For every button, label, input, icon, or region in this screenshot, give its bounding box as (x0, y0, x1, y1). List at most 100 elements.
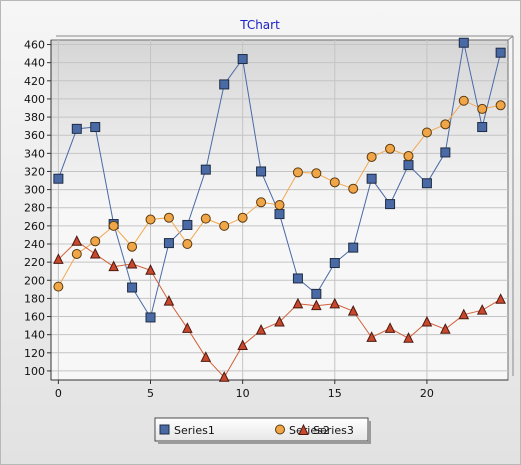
data-point-series2 (71, 248, 82, 259)
data-point-series1 (477, 122, 488, 133)
data-point-series2 (145, 214, 156, 225)
data-point-series3 (145, 264, 156, 275)
data-point-series2 (90, 236, 101, 247)
data-point-series1 (163, 238, 174, 249)
legend-series3-marker (298, 423, 309, 435)
data-point-series1 (182, 219, 193, 230)
series-series2 (53, 95, 506, 292)
data-point-series2 (421, 127, 432, 138)
y-tick-label: 360 (24, 129, 45, 142)
data-point-series3 (329, 297, 341, 309)
y-tick-label: 260 (24, 220, 45, 233)
data-point-series2 (219, 220, 230, 231)
data-point-series1 (329, 258, 340, 269)
y-tick-label: 180 (24, 292, 45, 305)
data-point-series2 (366, 151, 377, 162)
data-point-series2 (385, 143, 396, 154)
data-point-series1 (274, 209, 285, 220)
data-point-series1 (292, 273, 303, 284)
data-point-series2 (329, 177, 340, 188)
data-point-series2 (403, 151, 414, 162)
data-point-series1 (440, 147, 451, 158)
data-point-series3 (366, 331, 377, 342)
series-series1 (53, 37, 506, 323)
data-point-series2 (108, 220, 119, 231)
data-point-series1 (311, 288, 322, 299)
data-point-series3 (274, 315, 285, 327)
y-tick-label: 420 (24, 75, 45, 88)
legend-series3-label: Series3 (313, 424, 354, 437)
data-point-series1 (237, 54, 248, 65)
legend: Series1 Series2 Series3 (154, 417, 371, 444)
y-tick-label: 220 (24, 256, 45, 269)
y-tick-label: 240 (24, 238, 45, 251)
legend-series1-label: Series1 (174, 424, 215, 437)
y-tick-label: 160 (24, 311, 45, 324)
data-point-series3 (237, 339, 248, 351)
data-point-series2 (292, 167, 303, 178)
data-point-series2 (163, 212, 174, 223)
data-point-series2 (237, 212, 248, 223)
data-point-series1 (256, 166, 267, 177)
data-point-series1 (385, 199, 396, 210)
data-point-series3 (53, 253, 64, 264)
data-point-series3 (126, 257, 138, 269)
data-point-series2 (495, 100, 506, 111)
data-point-series3 (255, 324, 267, 335)
data-point-series2 (127, 241, 138, 252)
x-tick-label: 10 (236, 387, 250, 400)
data-point-series1 (403, 160, 414, 171)
x-tick-label: 15 (328, 387, 342, 400)
axes (50, 40, 508, 381)
y-tick-label: 200 (24, 274, 45, 287)
data-point-series3 (476, 304, 488, 315)
data-point-series2 (348, 183, 359, 194)
data-point-series1 (200, 164, 211, 175)
data-point-series1 (458, 37, 469, 48)
data-point-series2 (440, 119, 451, 130)
data-point-series2 (256, 197, 267, 208)
data-point-series3 (218, 371, 230, 382)
y-tick-label: 380 (24, 111, 45, 124)
data-point-series2 (311, 168, 322, 179)
data-point-series3 (71, 235, 83, 246)
y-tick-label: 280 (24, 202, 45, 215)
data-point-series2 (274, 200, 285, 211)
data-point-series1 (71, 123, 82, 134)
data-point-series1 (53, 173, 64, 184)
data-point-series3 (292, 297, 304, 309)
data-point-series1 (90, 122, 101, 133)
data-point-series2 (477, 103, 488, 114)
y-tick-label: 340 (24, 147, 45, 160)
data-point-series2 (200, 213, 211, 224)
y-tick-label: 460 (24, 39, 45, 52)
data-point-series1 (421, 178, 432, 189)
data-point-series1 (495, 47, 506, 58)
data-point-series3 (311, 299, 322, 311)
data-point-series3 (108, 260, 119, 272)
x-tick-label: 5 (147, 387, 154, 400)
y-tick-label: 440 (24, 57, 45, 70)
data-point-series3 (347, 304, 359, 316)
legend-series2-marker (275, 424, 285, 435)
data-point-series1 (348, 242, 359, 253)
data-point-series1 (219, 79, 230, 90)
data-point-series3 (163, 295, 175, 306)
data-point-series2 (458, 95, 469, 106)
data-point-series3 (495, 293, 506, 304)
data-point-series2 (182, 239, 193, 249)
plot-depth-right (507, 35, 514, 41)
x-tick-label: 20 (420, 387, 434, 400)
legend-series1-marker (159, 424, 170, 435)
chart-title: TChart (239, 18, 280, 32)
data-point-series1 (366, 173, 377, 184)
y-tick-label: 300 (24, 184, 45, 197)
data-point-series3 (200, 351, 212, 362)
series-layer (53, 37, 506, 382)
data-point-series3 (403, 332, 414, 343)
y-tick-label: 120 (24, 347, 45, 360)
grid-lines (51, 40, 508, 380)
data-point-series3 (421, 315, 433, 327)
legend-shadow (368, 421, 371, 444)
